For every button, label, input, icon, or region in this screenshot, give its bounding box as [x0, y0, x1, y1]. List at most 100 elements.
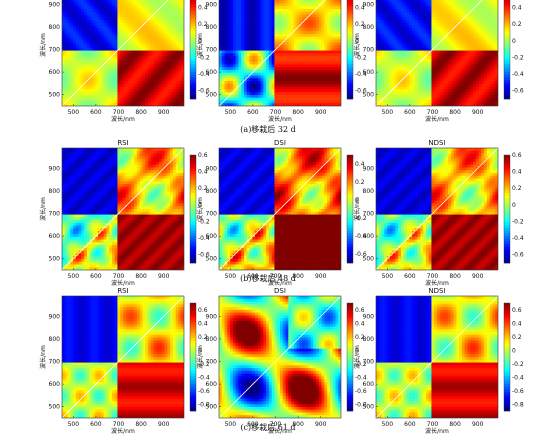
heatmap-cell	[332, 83, 336, 87]
heatmap-cell	[414, 22, 418, 26]
heatmap-cell	[78, 83, 82, 87]
heatmap-cell	[313, 0, 317, 4]
heatmap-cell	[62, 89, 66, 93]
heatmap-cell	[139, 17, 143, 21]
heatmap-cell	[381, 86, 385, 90]
heatmap-cell	[95, 25, 99, 29]
heatmap-cell	[150, 17, 154, 21]
heatmap-cell	[128, 42, 132, 46]
heatmap-cell	[271, 92, 275, 96]
heatmap-cell	[398, 3, 402, 7]
heatmap-cell	[181, 86, 184, 90]
heatmap-cell	[235, 61, 239, 65]
heatmap-cell	[221, 6, 225, 10]
heatmap-cell	[64, 92, 68, 96]
heatmap-cell	[241, 50, 245, 54]
heatmap-cell	[280, 83, 284, 87]
heatmap-cell	[227, 14, 231, 18]
heatmap-cell	[92, 0, 96, 4]
heatmap-cell	[381, 6, 385, 10]
heatmap-cell	[181, 75, 184, 79]
heatmap-cell	[414, 42, 418, 46]
heatmap-cell	[255, 64, 259, 68]
heatmap-cell	[219, 36, 223, 40]
heatmap-cell	[412, 8, 416, 13]
heatmap-cell	[106, 0, 110, 4]
heatmap-cell	[395, 8, 399, 13]
heatmap-cell	[400, 42, 405, 46]
heatmap-cell	[109, 14, 113, 18]
heatmap-cell	[243, 53, 248, 57]
heatmap-cell	[235, 25, 239, 29]
heatmap-cell	[425, 50, 430, 54]
heatmap-cell	[296, 47, 300, 51]
heatmap-cell	[221, 28, 225, 32]
heatmap-cell	[288, 14, 292, 18]
heatmap-cell	[324, 14, 328, 18]
heatmap-cell	[103, 97, 107, 101]
heatmap-cell	[282, 94, 286, 99]
heatmap-cell	[73, 45, 77, 49]
heatmap-cell	[73, 0, 77, 4]
heatmap-cell	[123, 45, 127, 49]
heatmap-cell	[172, 94, 177, 99]
heatmap-cell	[406, 64, 410, 68]
heatmap-cell	[414, 25, 418, 29]
heatmap-cell	[403, 25, 407, 29]
panel-border	[61, 0, 185, 107]
heatmap-cell	[125, 83, 129, 87]
heatmap-cell	[291, 45, 295, 49]
heatmap-cell	[285, 31, 289, 35]
heatmap-cell	[263, 89, 267, 93]
heatmap-cell	[117, 78, 121, 82]
heatmap-cell	[161, 64, 165, 68]
heatmap-cell	[420, 50, 424, 54]
heatmap-cell	[219, 97, 223, 101]
heatmap-cell	[178, 45, 182, 49]
heatmap-cell	[302, 72, 306, 76]
heatmap-cell	[409, 17, 413, 21]
heatmap-cell	[318, 31, 322, 35]
heatmap-cell	[423, 53, 427, 57]
heatmap-cell	[400, 14, 405, 18]
heatmap-cell	[395, 11, 399, 15]
heatmap-cell	[230, 72, 234, 76]
heatmap-cell	[241, 39, 245, 43]
heatmap-cell	[111, 86, 116, 90]
heatmap-cell	[271, 86, 275, 90]
heatmap-panel-rsi-row-1: RSI500600700800900500600700800900波长/nm波长…	[39, 0, 210, 123]
heatmap-cell	[321, 47, 325, 51]
heatmap-cell	[423, 25, 427, 29]
heatmap-cell	[257, 8, 261, 13]
heatmap-cell	[282, 45, 286, 49]
heatmap-cell	[243, 0, 248, 4]
heatmap-cell	[376, 22, 380, 26]
heatmap-cell	[164, 67, 168, 71]
heatmap-cell	[167, 78, 171, 82]
heatmap-cell	[389, 75, 394, 79]
colorbar-step	[347, 63, 353, 67]
heatmap-cell	[232, 31, 237, 35]
heatmap-cell	[282, 78, 286, 82]
heatmap-cell	[409, 72, 413, 76]
heatmap-cell	[302, 42, 306, 46]
heatmap-cell	[123, 3, 127, 7]
heatmap-cell	[246, 8, 250, 13]
heatmap-cell	[257, 56, 261, 60]
heatmap-cell	[156, 25, 160, 29]
heatmap-cell	[153, 64, 157, 68]
heatmap-cell	[136, 17, 141, 21]
heatmap-cell	[62, 50, 66, 54]
heatmap-cell	[381, 31, 385, 35]
heatmap-cell	[81, 6, 85, 10]
heatmap-cell	[246, 61, 250, 65]
heatmap-cell	[274, 39, 278, 43]
heatmap-cell	[321, 81, 325, 85]
heatmap-cell	[389, 22, 394, 26]
heatmap-cell	[266, 92, 270, 96]
heatmap-cell	[128, 75, 132, 79]
heatmap-cell	[420, 81, 424, 85]
heatmap-cell	[84, 83, 88, 87]
heatmap-cell	[417, 103, 421, 106]
heatmap-cell	[428, 14, 432, 18]
